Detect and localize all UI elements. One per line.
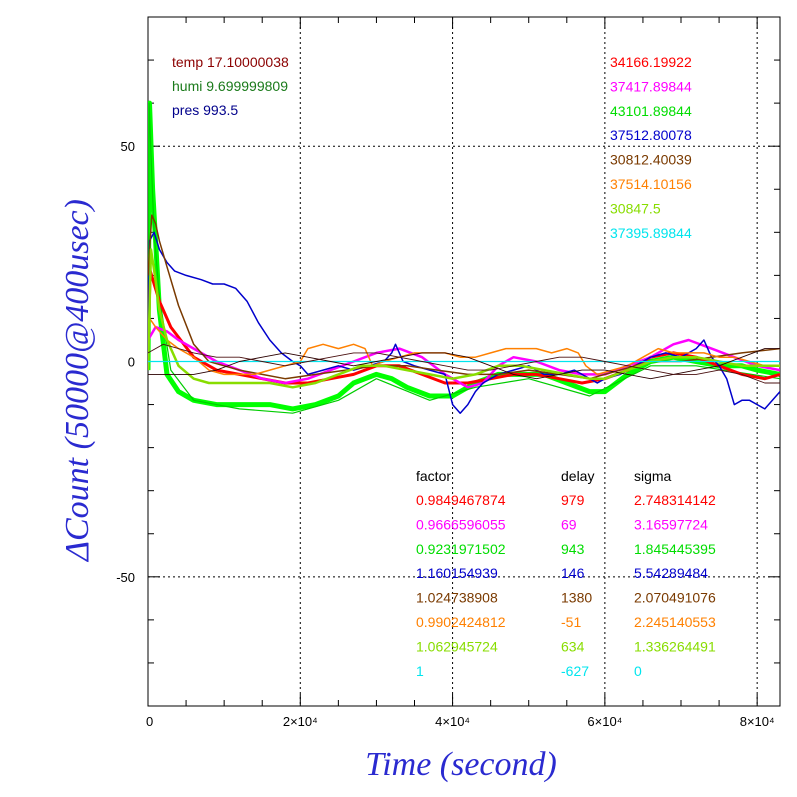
minor-ticks — [147, 16, 780, 707]
y-tick-label: 0 — [128, 355, 135, 370]
table-cell-delay: 634 — [561, 638, 585, 654]
table-cell-delay: 146 — [561, 565, 585, 581]
tick-labels: 0 2×10⁴ 4×10⁴ 6×10⁴ 8×10⁴ 50 0 -50 — [116, 139, 774, 729]
series-line-10 — [148, 343, 780, 384]
series-line-9 — [148, 348, 780, 380]
series-line-5 — [148, 214, 780, 380]
mean-count-label: 37395.89844 — [610, 225, 692, 241]
series-layer — [148, 100, 780, 414]
table-cell-sigma: 3.16597724 — [634, 516, 708, 532]
table-cell-sigma: 2.748314142 — [634, 492, 716, 508]
mean-count-label: 30847.5 — [610, 200, 661, 216]
x-tick-label: 4×10⁴ — [435, 714, 470, 729]
fit-table: factor delay sigma 0.9849467874 979 2.7483141… — [416, 468, 716, 679]
mean-counts: 34166.19922 37417.89844 43101.89844 37512.8… — [610, 54, 692, 241]
x-tick-label: 8×10⁴ — [740, 714, 775, 729]
table-cell-sigma: 5.54289484 — [634, 565, 708, 581]
mean-count-label: 30812.40039 — [610, 152, 692, 168]
table-cell-factor: 0.9902424812 — [416, 614, 506, 630]
table-cell-sigma: 1.845445395 — [634, 541, 716, 557]
table-cell-sigma: 2.070491076 — [634, 590, 716, 606]
table-cell-factor: 1 — [416, 663, 424, 679]
env-label: humi 9.699999809 — [172, 78, 288, 94]
x-tick-label: 6×10⁴ — [587, 714, 622, 729]
env-labels: temp 17.10000038 humi 9.699999809 pres 993… — [172, 54, 289, 118]
mean-count-label: 34166.19922 — [610, 54, 692, 70]
table-header-sigma: sigma — [634, 468, 672, 484]
y-tick-label: 50 — [121, 139, 135, 154]
table-cell-factor: 1.160154939 — [416, 565, 498, 581]
mean-count-label: 43101.89844 — [610, 103, 692, 119]
table-cell-delay: 943 — [561, 541, 585, 557]
series-line-4 — [148, 231, 780, 414]
x-tick-label: 2×10⁴ — [283, 714, 318, 729]
table-header-delay: delay — [561, 468, 594, 484]
table-cell-delay: -627 — [561, 663, 589, 679]
series-line-7 — [148, 248, 780, 389]
env-label: temp 17.10000038 — [172, 54, 289, 70]
env-label: pres 993.5 — [172, 102, 238, 118]
table-header-factor: factor — [416, 468, 451, 484]
x-axis-title: Time (second) — [365, 746, 557, 783]
mean-count-label: 37512.80078 — [610, 127, 692, 143]
y-tick-label: -50 — [116, 570, 135, 585]
mean-count-label: 37514.10156 — [610, 176, 692, 192]
table-cell-delay: 979 — [561, 492, 585, 508]
table-cell-factor: 1.062945724 — [416, 638, 498, 654]
table-cell-delay: -51 — [561, 614, 581, 630]
table-cell-factor: 0.9231971502 — [416, 541, 506, 557]
y-axis-title: ΔCount (50000@400usec) — [59, 199, 96, 563]
table-cell-factor: 0.9849467874 — [416, 492, 506, 508]
table-cell-delay: 69 — [561, 516, 577, 532]
x-tick-label: 0 — [146, 714, 153, 729]
table-cell-factor: 1.024738908 — [416, 590, 498, 606]
table-cell-factor: 0.9666596055 — [416, 516, 506, 532]
table-cell-delay: 1380 — [561, 590, 592, 606]
table-cell-sigma: 2.245140553 — [634, 614, 716, 630]
table-cell-sigma: 1.336264491 — [634, 638, 716, 654]
table-cell-sigma: 0 — [634, 663, 642, 679]
mean-count-label: 37417.89844 — [610, 78, 692, 94]
series-line-3 — [148, 325, 780, 389]
